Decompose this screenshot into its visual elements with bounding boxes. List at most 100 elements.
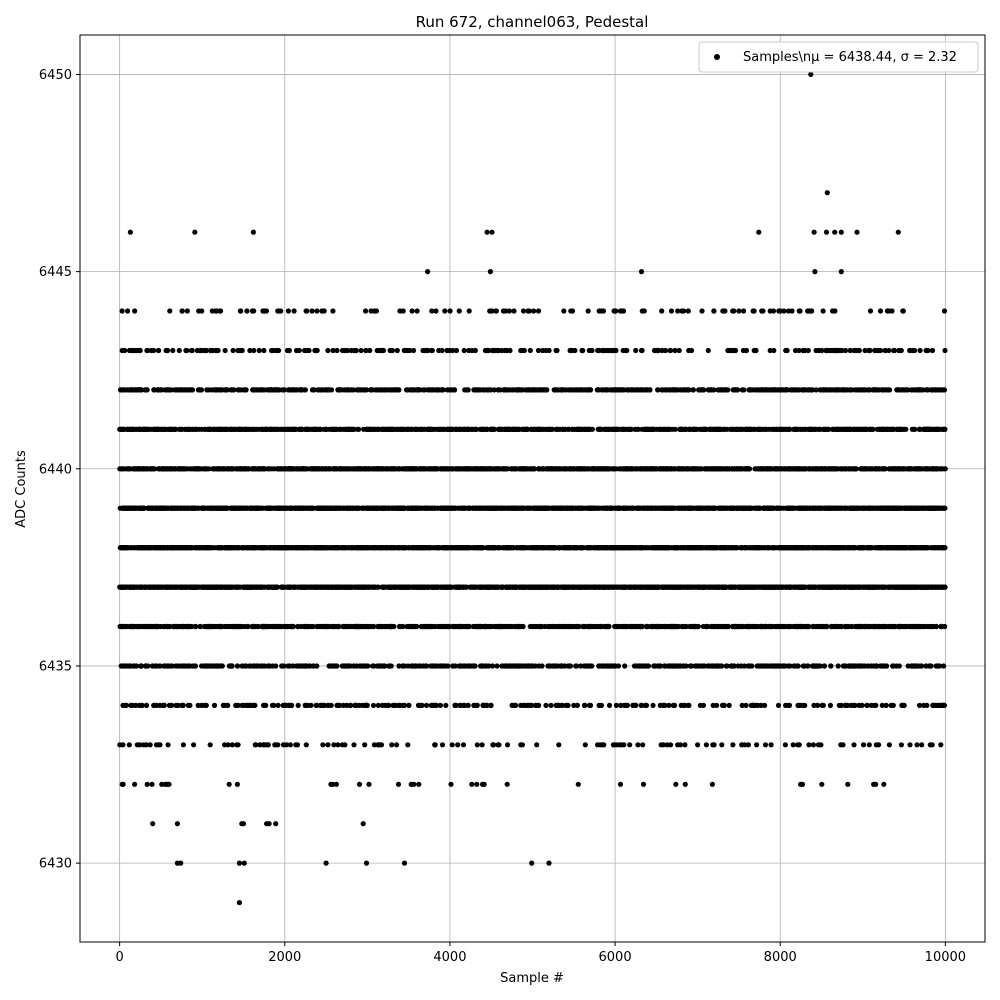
data-point <box>635 742 641 748</box>
data-point <box>389 742 395 748</box>
data-point <box>654 623 661 630</box>
data-point <box>548 702 554 709</box>
data-point <box>233 702 239 709</box>
data-point <box>370 702 377 709</box>
data-point <box>385 545 391 551</box>
data-point <box>190 663 196 669</box>
data-point <box>245 584 251 590</box>
data-point <box>474 702 480 709</box>
data-point <box>905 663 911 669</box>
data-point <box>490 742 496 748</box>
data-point <box>636 545 643 551</box>
data-point <box>134 663 140 669</box>
data-point <box>270 545 276 551</box>
data-point <box>615 663 622 669</box>
data-point <box>743 702 749 709</box>
data-point <box>650 702 656 709</box>
data-point <box>290 663 296 669</box>
data-point <box>861 623 868 630</box>
data-point <box>180 663 186 669</box>
data-point <box>702 584 708 590</box>
data-point <box>558 663 564 669</box>
data-point <box>390 545 396 551</box>
data-point <box>439 663 445 669</box>
data-point <box>202 663 208 669</box>
data-point <box>258 584 265 590</box>
data-point <box>387 623 393 630</box>
data-point <box>289 623 295 630</box>
data-point <box>810 623 816 630</box>
data-point <box>234 781 240 787</box>
data-point <box>673 781 679 787</box>
data-point <box>611 545 617 551</box>
data-point <box>157 663 163 669</box>
data-point <box>191 742 197 748</box>
data-point <box>265 742 271 748</box>
data-point <box>864 702 870 709</box>
data-point <box>666 702 672 709</box>
data-point <box>703 742 710 748</box>
data-point <box>559 702 565 709</box>
data-point <box>370 584 377 590</box>
data-point <box>217 663 223 669</box>
data-point <box>174 623 180 630</box>
data-point <box>281 702 287 709</box>
data-point <box>265 663 271 669</box>
data-point <box>253 663 259 669</box>
data-point <box>127 623 133 630</box>
data-point <box>455 742 461 748</box>
data-point <box>870 623 876 630</box>
data-point <box>939 545 945 551</box>
data-point <box>117 742 123 748</box>
data-point <box>498 584 505 590</box>
data-point <box>156 742 162 748</box>
data-point <box>595 742 601 748</box>
data-point <box>840 545 846 551</box>
data-point <box>365 545 371 551</box>
data-point <box>507 584 514 590</box>
data-point <box>257 742 263 748</box>
data-point <box>888 702 894 709</box>
data-point <box>791 663 797 669</box>
data-point <box>176 545 182 551</box>
data-point <box>275 742 281 748</box>
data-point <box>632 584 638 590</box>
data-point <box>695 742 701 748</box>
data-point <box>150 545 156 551</box>
data-point <box>851 742 857 748</box>
data-point <box>672 623 678 630</box>
data-point <box>671 663 678 669</box>
data-point <box>762 702 768 709</box>
data-point <box>433 584 439 590</box>
data-point <box>420 663 426 669</box>
data-point <box>739 702 745 709</box>
data-point <box>786 623 792 630</box>
data-point <box>381 663 387 669</box>
data-point <box>179 623 185 630</box>
data-point <box>621 584 628 590</box>
data-point <box>599 545 606 551</box>
data-point <box>162 781 168 787</box>
data-point <box>506 623 512 630</box>
data-point <box>252 742 258 748</box>
data-point <box>770 545 777 551</box>
data-point <box>515 623 521 630</box>
data-point <box>761 623 767 630</box>
data-point <box>366 781 372 787</box>
data-point <box>533 584 539 590</box>
data-point <box>224 702 231 709</box>
data-point <box>234 545 240 551</box>
data-point <box>550 584 556 590</box>
data-point <box>325 742 331 748</box>
data-point <box>303 742 309 748</box>
data-point <box>143 702 150 709</box>
data-point <box>780 545 786 551</box>
data-point <box>166 663 172 669</box>
data-point <box>638 584 645 590</box>
data-point <box>402 584 408 590</box>
data-point <box>607 584 613 590</box>
data-point <box>448 781 454 787</box>
data-point <box>570 623 576 630</box>
data-point <box>747 623 753 630</box>
data-point <box>914 623 920 630</box>
